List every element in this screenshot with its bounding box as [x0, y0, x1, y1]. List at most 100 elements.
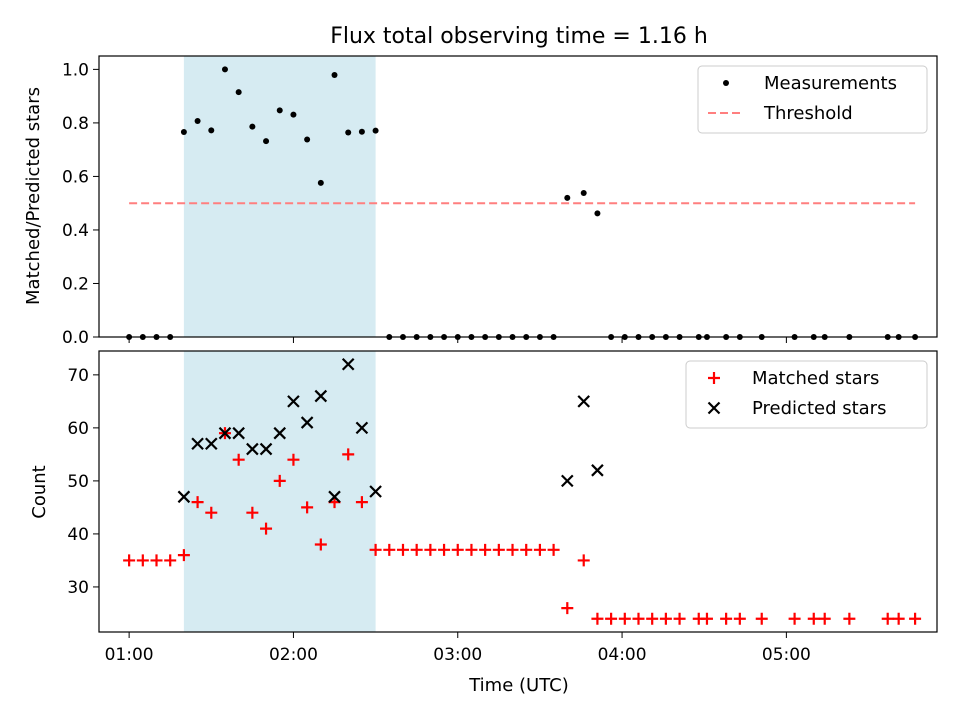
data-point [341, 357, 355, 371]
data-point [180, 129, 187, 136]
data-point [164, 554, 177, 567]
data-point [355, 496, 368, 509]
data-point [632, 612, 645, 625]
data-point [317, 179, 324, 186]
data-point [358, 128, 365, 135]
data-point [342, 448, 355, 461]
data-point [673, 612, 686, 625]
data-point [383, 543, 396, 556]
data-point [208, 127, 215, 134]
data-point [396, 543, 409, 556]
x-tick-label: 05:00 [762, 645, 811, 665]
panel-ratio: 0.0 0.2 0.4 0.6 0.8 1.0 Measurements Threshold [62, 55, 938, 348]
data-point [591, 612, 604, 625]
x-tick-label: 01:00 [105, 645, 154, 665]
data-point [733, 612, 746, 625]
axes-frame [98, 55, 938, 338]
shaded-region [183, 351, 376, 632]
data-point [232, 453, 245, 466]
y-tick-label: 1.0 [62, 60, 89, 80]
data-point [547, 543, 560, 556]
x-tick-label: 02:00 [269, 645, 318, 665]
legend-label: Measurements [764, 73, 897, 94]
data-point [892, 612, 905, 625]
data-point [235, 89, 242, 96]
x-tick-label: 04:00 [598, 645, 647, 665]
data-point [328, 490, 341, 504]
data-point [591, 464, 604, 477]
y-tick-label: 0.2 [62, 274, 89, 294]
data-point [492, 543, 505, 556]
data-point [345, 129, 352, 136]
y-tick-label: 70 [67, 366, 89, 386]
data-point [369, 485, 382, 498]
data-point [533, 543, 546, 556]
data-point [438, 543, 451, 556]
data-point [177, 549, 190, 562]
data-point [246, 442, 259, 456]
data-point [191, 437, 204, 451]
data-point [123, 554, 136, 567]
data-point [263, 138, 270, 145]
series-predicted-stars [177, 357, 604, 504]
legend-label: Matched stars [752, 368, 879, 389]
data-point [314, 389, 328, 403]
data-point [807, 612, 820, 625]
data-point [843, 612, 856, 625]
data-point [720, 612, 733, 625]
data-point [221, 66, 228, 73]
data-point [646, 612, 659, 625]
y-tick-label: 40 [67, 525, 89, 545]
data-point [451, 543, 464, 556]
data-point [506, 543, 519, 556]
data-point [561, 602, 574, 615]
legend-box [697, 65, 928, 134]
data-point [520, 543, 533, 556]
x-axis-label: Time (UTC) [468, 675, 569, 696]
data-point [369, 543, 382, 556]
data-point [301, 501, 314, 514]
data-point [561, 474, 574, 488]
data-point [659, 612, 672, 625]
data-point [577, 395, 591, 408]
data-point [331, 72, 338, 79]
y-tick-label: 0.6 [62, 167, 89, 187]
data-point [150, 554, 163, 567]
y-tick-label: 0.4 [62, 221, 89, 241]
y-axis-label-bottom: Count [29, 465, 50, 518]
legend: Matched stars Predicted stars [685, 360, 928, 429]
data-point [273, 474, 286, 487]
x-tick-label: 03:00 [433, 645, 482, 665]
data-point [290, 111, 297, 118]
data-point [273, 426, 287, 440]
data-point [136, 554, 149, 567]
data-point [191, 496, 204, 509]
data-point [564, 194, 571, 201]
y-tick-label: 30 [67, 578, 89, 598]
panel-counts: 30 40 50 60 70 01:00 02:00 03:00 04:00 05:00 Match… [67, 350, 938, 665]
data-point [259, 442, 273, 456]
data-point [580, 190, 587, 197]
data-point [205, 506, 218, 519]
data-point [177, 490, 191, 504]
data-point [605, 612, 618, 625]
data-point [276, 107, 283, 114]
data-point [424, 543, 437, 556]
data-point [287, 453, 300, 466]
data-point [909, 612, 922, 625]
data-point [205, 437, 218, 451]
legend-swatch [723, 80, 729, 86]
shaded-region [183, 56, 376, 337]
y-tick-label: 0.0 [62, 328, 89, 348]
data-point [260, 522, 273, 535]
data-point [287, 395, 300, 408]
legend-box [685, 360, 928, 429]
data-point [788, 612, 801, 625]
data-point [355, 421, 369, 435]
data-point [577, 554, 590, 567]
legend-label: Threshold [763, 103, 853, 124]
axes-frame [98, 350, 938, 633]
data-point [465, 543, 478, 556]
data-point [700, 612, 713, 625]
